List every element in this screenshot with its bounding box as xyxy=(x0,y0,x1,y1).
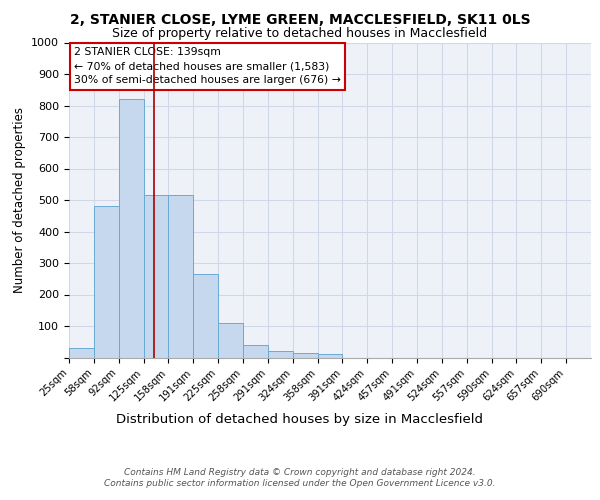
Bar xyxy=(317,354,343,358)
Bar xyxy=(293,353,317,358)
Text: Contains HM Land Registry data © Crown copyright and database right 2024.
Contai: Contains HM Land Registry data © Crown c… xyxy=(104,468,496,487)
Bar xyxy=(143,196,169,358)
Text: 2, STANIER CLOSE, LYME GREEN, MACCLESFIELD, SK11 0LS: 2, STANIER CLOSE, LYME GREEN, MACCLESFIE… xyxy=(70,12,530,26)
Text: Size of property relative to detached houses in Macclesfield: Size of property relative to detached ho… xyxy=(112,28,488,40)
Bar xyxy=(218,323,243,358)
Text: 2 STANIER CLOSE: 139sqm
← 70% of detached houses are smaller (1,583)
30% of semi: 2 STANIER CLOSE: 139sqm ← 70% of detache… xyxy=(74,47,341,85)
Bar xyxy=(268,351,293,358)
Bar xyxy=(119,99,143,357)
Y-axis label: Number of detached properties: Number of detached properties xyxy=(13,107,26,293)
Bar xyxy=(94,206,119,358)
Text: Distribution of detached houses by size in Macclesfield: Distribution of detached houses by size … xyxy=(116,412,484,426)
Bar xyxy=(169,196,193,358)
Bar xyxy=(243,345,268,358)
Bar xyxy=(193,274,218,357)
Bar xyxy=(69,348,94,358)
